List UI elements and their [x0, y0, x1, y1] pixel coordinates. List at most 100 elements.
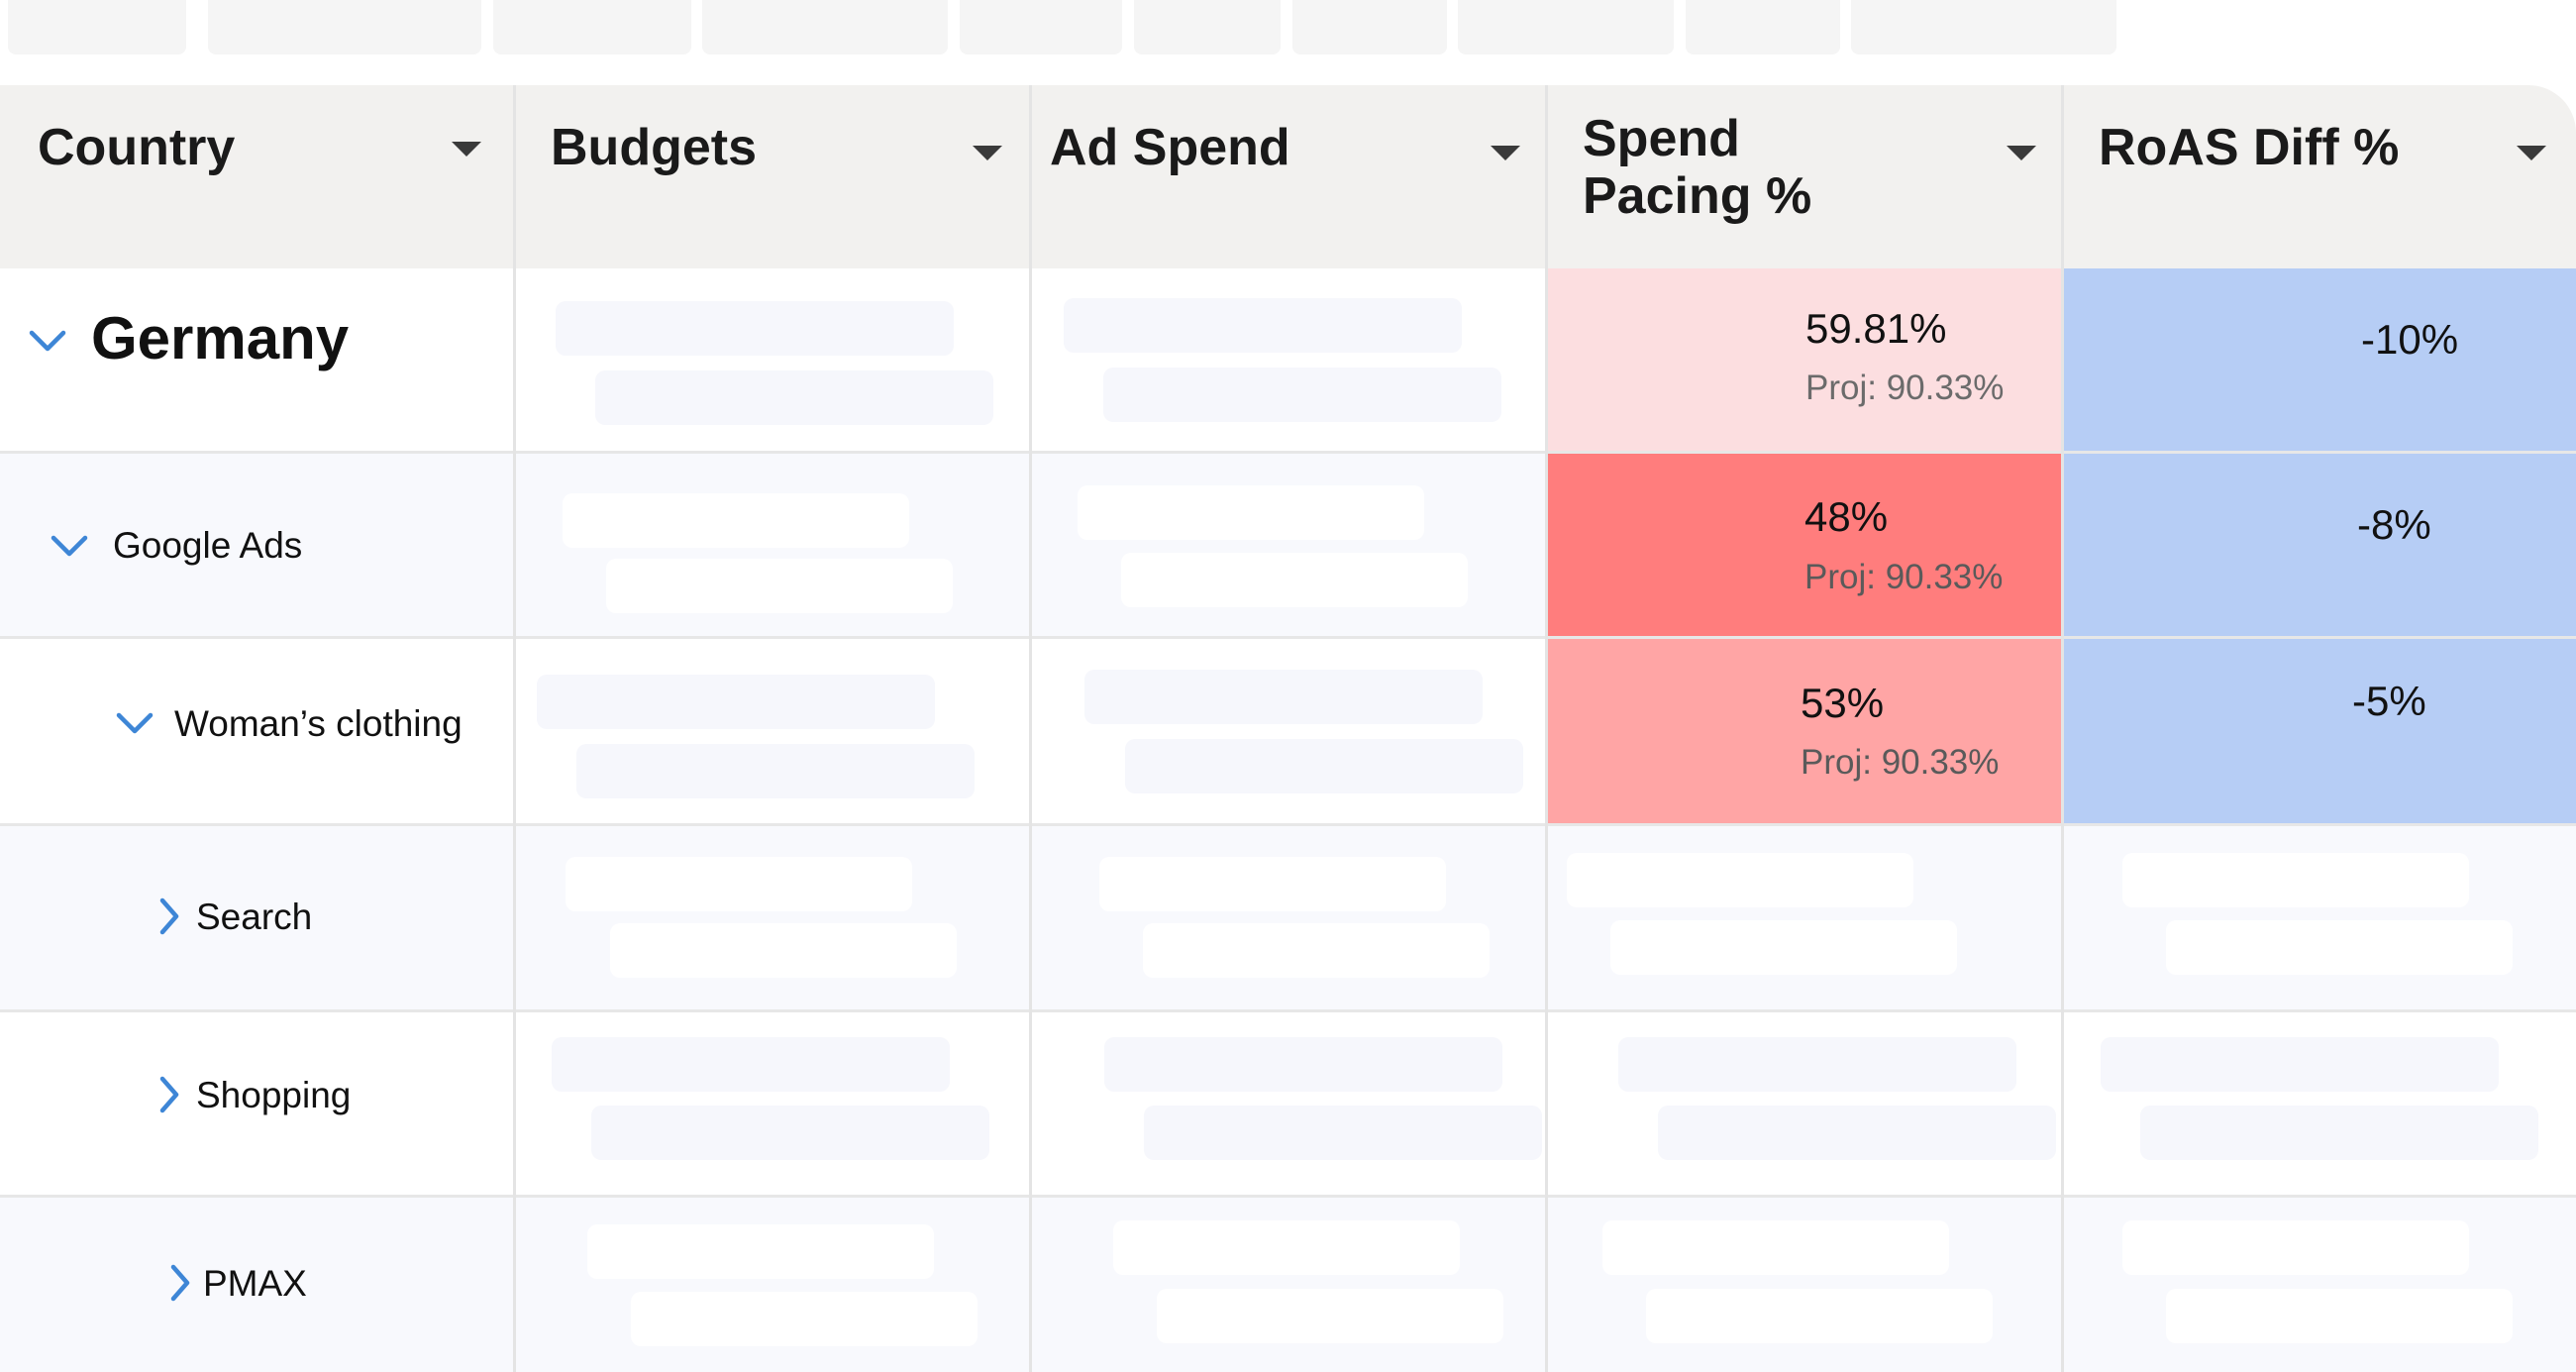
- tab-placeholder[interactable]: [702, 0, 948, 54]
- loading-placeholder: [1113, 1220, 1460, 1275]
- column-header-spend-pacing[interactable]: Spend Pacing %: [1548, 85, 2061, 268]
- projection-value: Proj: 90.33%: [1801, 743, 2000, 782]
- loading-placeholder: [2166, 1289, 2513, 1343]
- chevron-down-icon[interactable]: [115, 710, 155, 736]
- loading-placeholder: [1157, 1289, 1503, 1343]
- row-divider: [0, 1009, 2576, 1012]
- loading-placeholder: [1121, 553, 1468, 607]
- column-divider: [513, 85, 516, 1372]
- sort-caret-icon[interactable]: [2517, 146, 2546, 160]
- projection-value: Proj: 90.33%: [1805, 369, 2005, 407]
- row-label: PMAX: [203, 1263, 307, 1304]
- tab-placeholder[interactable]: [1686, 0, 1840, 54]
- loading-placeholder: [1646, 1289, 1993, 1343]
- row-label: Google Ads: [113, 525, 303, 566]
- column-header-budgets[interactable]: Budgets: [516, 85, 1029, 268]
- loading-placeholder: [556, 301, 954, 356]
- loading-placeholder: [566, 857, 912, 911]
- chevron-down-icon[interactable]: [50, 533, 89, 559]
- column-header-country[interactable]: Country: [0, 85, 513, 268]
- loading-placeholder: [2140, 1106, 2538, 1160]
- tab-placeholder[interactable]: [208, 0, 481, 54]
- sort-caret-icon[interactable]: [973, 146, 1002, 160]
- roas-diff-value: -5%: [2352, 678, 2426, 724]
- row-label: Germany: [91, 305, 350, 371]
- projection-value: Proj: 90.33%: [1804, 558, 2004, 596]
- column-header-label: RoAS Diff %: [2099, 119, 2400, 176]
- loading-placeholder: [1610, 920, 1957, 975]
- sort-caret-icon[interactable]: [2007, 146, 2036, 160]
- loading-placeholder: [552, 1037, 950, 1092]
- spend-pacing-cell[interactable]: [1548, 454, 2061, 636]
- spend-pacing-value: 59.81%: [1805, 305, 1947, 352]
- loading-placeholder: [1602, 1220, 1949, 1275]
- loading-placeholder: [537, 675, 935, 729]
- chevron-right-icon[interactable]: [157, 1075, 181, 1114]
- spend-pacing-cell[interactable]: [1548, 268, 2061, 451]
- roas-diff-value: -8%: [2357, 501, 2431, 548]
- tab-placeholder[interactable]: [493, 0, 691, 54]
- row-divider: [0, 1195, 2576, 1198]
- row-divider: [0, 451, 2576, 454]
- column-header-label: Budgets: [551, 119, 757, 176]
- chevron-right-icon[interactable]: [168, 1263, 192, 1303]
- row-divider: [0, 823, 2576, 826]
- tab-placeholder[interactable]: [1851, 0, 2116, 54]
- roas-diff-cell[interactable]: [2064, 454, 2576, 636]
- loading-placeholder: [576, 744, 975, 798]
- loading-placeholder: [1144, 1106, 1542, 1160]
- loading-placeholder: [1143, 923, 1490, 978]
- loading-placeholder: [1104, 1037, 1502, 1092]
- column-divider: [1545, 85, 1548, 1372]
- chevron-down-icon[interactable]: [28, 328, 67, 354]
- loading-placeholder: [1125, 739, 1523, 793]
- table-header: Country Budgets Ad Spend Spend Pacing % …: [0, 85, 2576, 268]
- tab-placeholder[interactable]: [8, 0, 186, 54]
- tab-strip: [0, 0, 2576, 57]
- loading-placeholder: [1084, 670, 1483, 724]
- tab-placeholder[interactable]: [1292, 0, 1447, 54]
- loading-placeholder: [1099, 857, 1446, 911]
- column-header-ad-spend[interactable]: Ad Spend: [1032, 85, 1545, 268]
- loading-placeholder: [1658, 1106, 2056, 1160]
- column-divider: [1029, 85, 1032, 1372]
- row-label: Search: [196, 897, 313, 937]
- sort-caret-icon[interactable]: [452, 142, 481, 157]
- column-header-roas-diff[interactable]: RoAS Diff %: [2064, 85, 2576, 268]
- loading-placeholder: [563, 493, 909, 548]
- loading-placeholder: [1078, 485, 1424, 540]
- loading-placeholder: [631, 1292, 978, 1346]
- loading-placeholder: [591, 1106, 989, 1160]
- column-divider: [2061, 85, 2064, 1372]
- loading-placeholder: [1103, 368, 1501, 422]
- roas-diff-cell[interactable]: [2064, 639, 2576, 823]
- spend-pacing-value: 53%: [1801, 680, 1885, 726]
- spend-pacing-cell[interactable]: [1548, 639, 2061, 823]
- loading-placeholder: [595, 370, 993, 425]
- loading-placeholder: [1064, 298, 1462, 353]
- row-divider: [0, 636, 2576, 639]
- roas-diff-value: -10%: [2361, 316, 2459, 363]
- chevron-right-icon[interactable]: [157, 897, 181, 936]
- loading-placeholder: [1618, 1037, 2016, 1092]
- tab-placeholder[interactable]: [1458, 0, 1674, 54]
- row-label: Woman’s clothing: [174, 703, 463, 744]
- row-label: Shopping: [196, 1075, 352, 1115]
- column-header-label: Country: [38, 119, 236, 176]
- pacing-table: Country Budgets Ad Spend Spend Pacing % …: [0, 85, 2576, 1372]
- roas-diff-cell[interactable]: [2064, 268, 2576, 451]
- tab-placeholder[interactable]: [1134, 0, 1281, 54]
- column-header-label: Spend Pacing %: [1583, 110, 1812, 225]
- loading-placeholder: [2122, 1220, 2469, 1275]
- loading-placeholder: [610, 923, 957, 978]
- spend-pacing-value: 48%: [1804, 493, 1889, 540]
- sort-caret-icon[interactable]: [1491, 146, 1520, 160]
- loading-placeholder: [2101, 1037, 2499, 1092]
- loading-placeholder: [2122, 853, 2469, 907]
- loading-placeholder: [587, 1224, 934, 1279]
- loading-placeholder: [1567, 853, 1913, 907]
- loading-placeholder: [606, 559, 953, 613]
- tab-placeholder[interactable]: [960, 0, 1122, 54]
- column-header-label: Ad Spend: [1050, 119, 1290, 176]
- loading-placeholder: [2166, 920, 2513, 975]
